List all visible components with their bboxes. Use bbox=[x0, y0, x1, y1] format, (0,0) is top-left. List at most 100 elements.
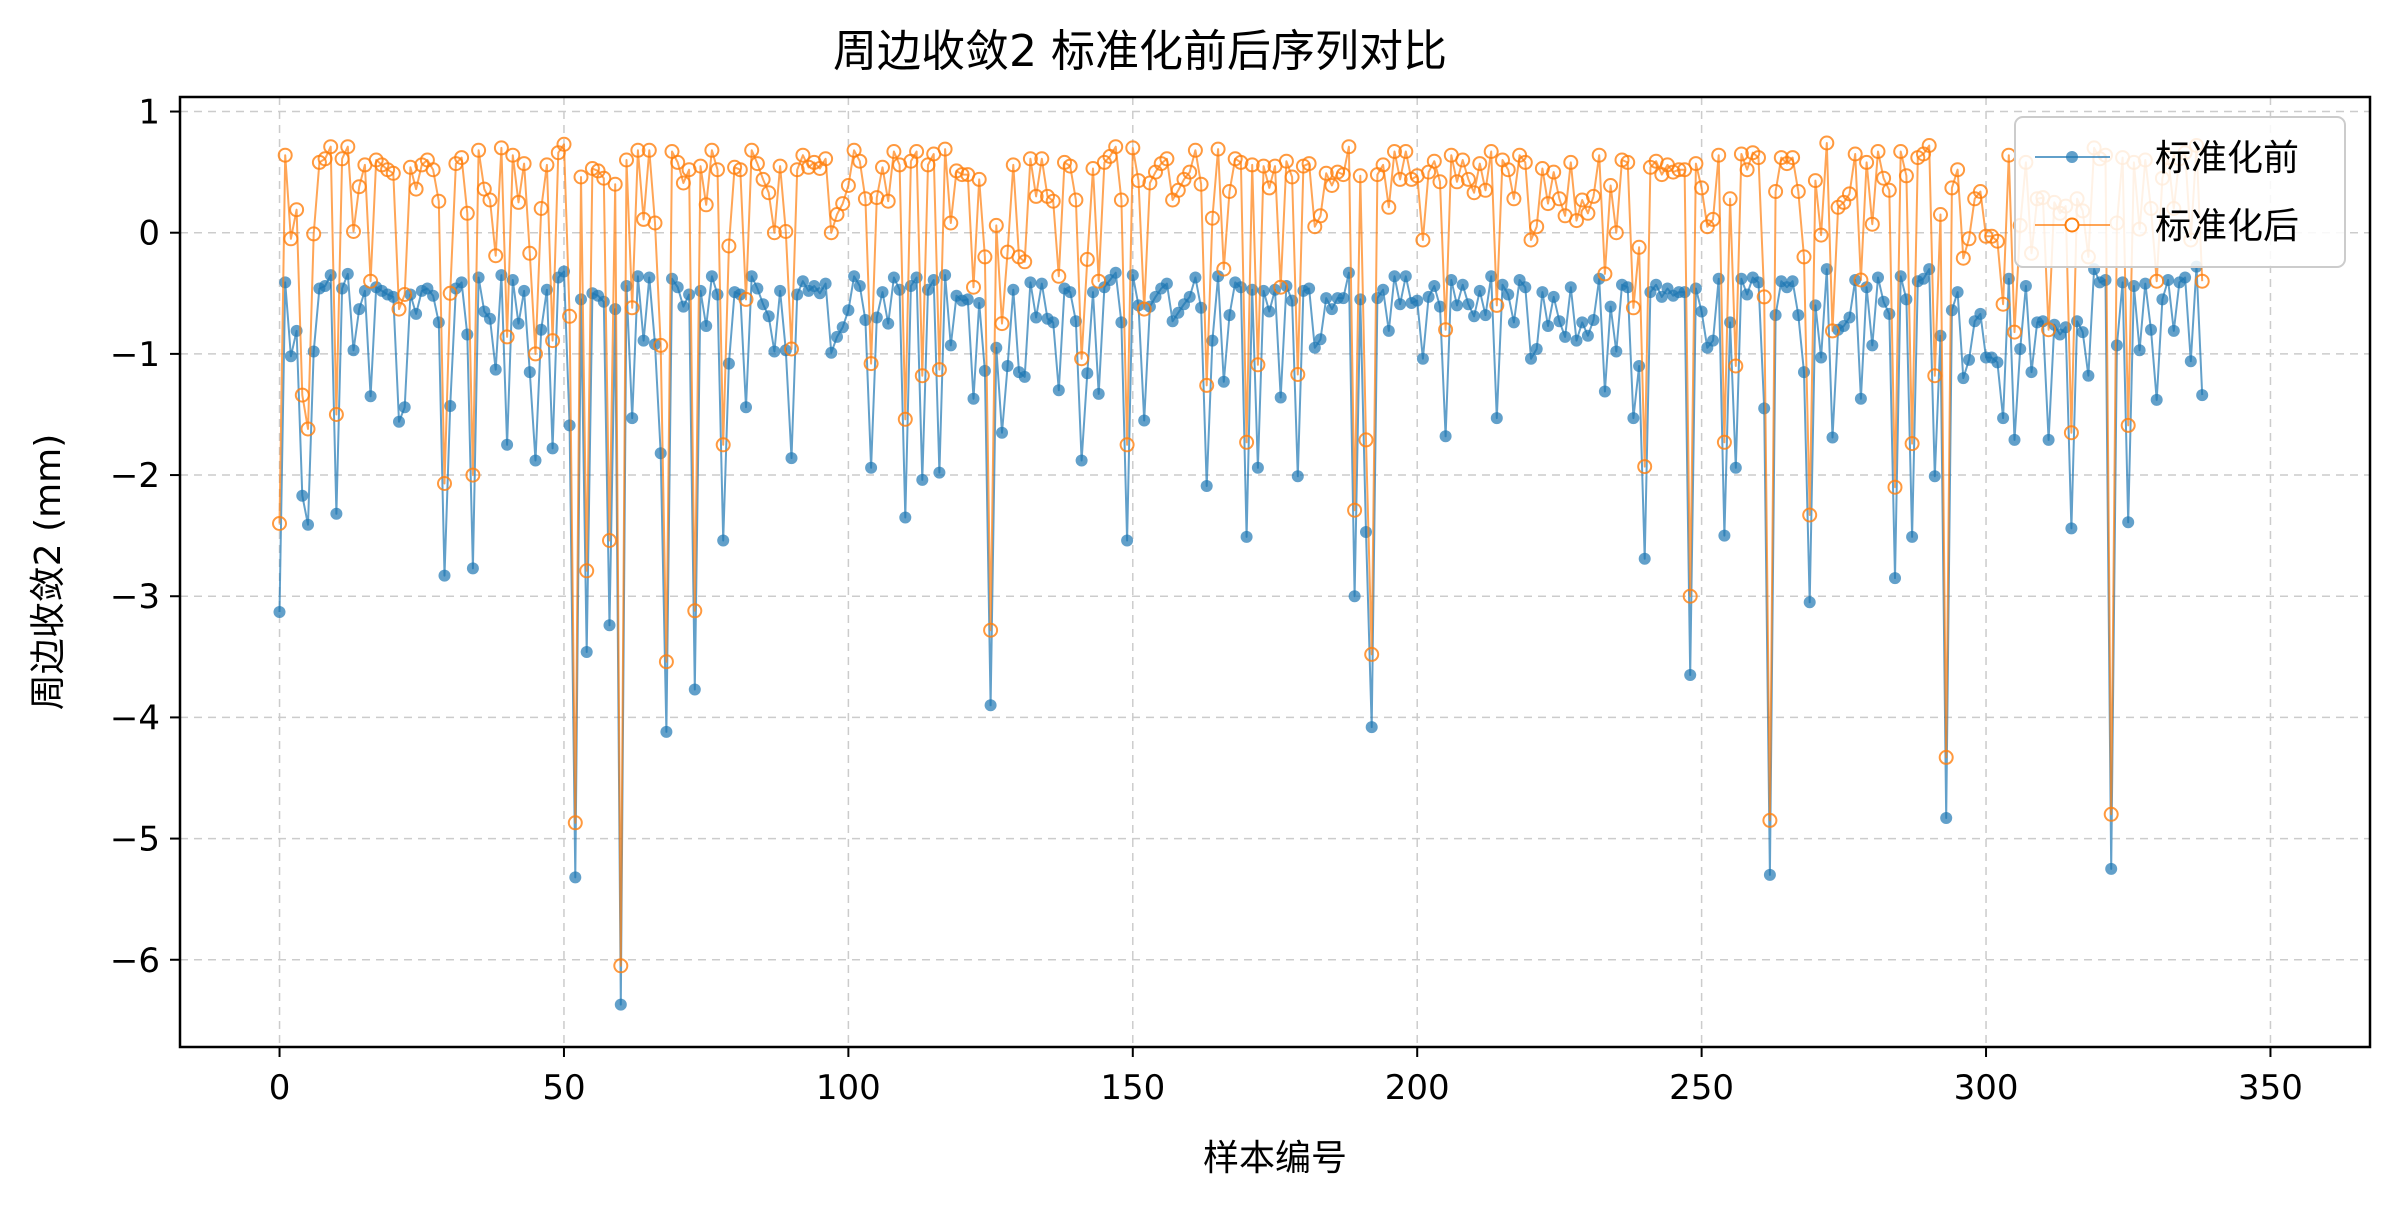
data-point-before bbox=[2110, 339, 2123, 352]
data-point-after bbox=[1460, 171, 1476, 187]
data-point-before bbox=[427, 289, 440, 302]
data-point-after bbox=[289, 202, 305, 218]
data-point-after bbox=[1079, 251, 1095, 267]
data-point-after bbox=[1187, 142, 1203, 158]
data-point-before bbox=[1485, 270, 1498, 283]
data-point-after bbox=[2194, 273, 2210, 289]
data-point-after bbox=[539, 157, 555, 173]
data-point-before bbox=[1951, 286, 1964, 299]
data-point-before bbox=[660, 725, 673, 738]
data-point-before bbox=[899, 511, 912, 524]
data-point-before bbox=[1758, 402, 1771, 415]
data-point-before bbox=[2184, 355, 2197, 368]
legend-item-before: 标准化前 bbox=[2035, 138, 2299, 179]
data-point-before bbox=[1348, 590, 1361, 603]
data-point-before bbox=[1360, 526, 1372, 538]
y-tick-label: 1 bbox=[138, 93, 160, 133]
data-point-after bbox=[784, 341, 799, 357]
data-point-before bbox=[1411, 294, 1424, 307]
data-point-after bbox=[1847, 146, 1863, 162]
data-point-after bbox=[761, 185, 777, 201]
data-point-before bbox=[1081, 367, 1094, 380]
data-point-after bbox=[1392, 171, 1408, 187]
data-point-before bbox=[1189, 271, 1202, 284]
data-point-before bbox=[1860, 281, 1873, 294]
data-point-after bbox=[300, 421, 316, 437]
data-point-after bbox=[1876, 170, 1892, 186]
data-point-before bbox=[734, 288, 747, 301]
x-tick-label: 0 bbox=[269, 1068, 291, 1108]
data-point-before bbox=[279, 276, 292, 289]
data-point-before bbox=[745, 270, 758, 283]
y-tick-label: −6 bbox=[110, 941, 160, 981]
data-point-after bbox=[619, 152, 634, 168]
data-point-before bbox=[711, 288, 724, 301]
data-point-before bbox=[1035, 277, 1048, 290]
data-point-after bbox=[1864, 216, 1880, 232]
data-point-after bbox=[294, 387, 310, 403]
data-point-before bbox=[1263, 305, 1276, 318]
data-point-before bbox=[666, 272, 678, 285]
data-point-before bbox=[768, 345, 781, 358]
data-point-after bbox=[1529, 219, 1545, 235]
data-point-after bbox=[397, 287, 413, 302]
data-point-before bbox=[757, 298, 770, 311]
data-point-before bbox=[996, 426, 1008, 439]
data-point-before bbox=[631, 270, 644, 283]
data-point-after bbox=[488, 248, 504, 264]
data-point-after bbox=[1483, 144, 1499, 159]
series-points-after bbox=[272, 135, 2210, 974]
data-point-after bbox=[1881, 182, 1897, 198]
x-tick-label: 50 bbox=[542, 1068, 585, 1108]
data-point-before bbox=[842, 304, 855, 317]
data-point-before bbox=[1894, 270, 1907, 283]
data-point-before bbox=[2099, 274, 2112, 286]
data-point-after bbox=[857, 191, 873, 207]
data-point-before bbox=[432, 316, 445, 329]
data-point-after bbox=[647, 215, 663, 231]
data-point-after bbox=[1551, 191, 1567, 207]
data-point-before bbox=[580, 646, 593, 658]
data-point-before bbox=[1462, 298, 1475, 311]
data-point-after bbox=[1352, 168, 1368, 184]
data-point-before bbox=[1160, 277, 1173, 290]
data-point-before bbox=[2105, 862, 2118, 875]
data-point-before bbox=[296, 489, 309, 502]
data-point-after bbox=[1005, 157, 1021, 173]
legend-frame bbox=[2014, 116, 2346, 268]
x-tick-label: 200 bbox=[1385, 1068, 1450, 1108]
data-point-after bbox=[732, 162, 748, 178]
data-point-before bbox=[1382, 324, 1395, 337]
data-point-after bbox=[1870, 144, 1886, 159]
data-point-after bbox=[573, 169, 589, 185]
data-point-before bbox=[1997, 412, 2010, 425]
data-point-after bbox=[1136, 301, 1152, 317]
data-point-after bbox=[1313, 208, 1328, 224]
data-point-after bbox=[1898, 168, 1914, 184]
data-point-after bbox=[522, 245, 538, 261]
data-point-after bbox=[886, 144, 902, 159]
data-point-after bbox=[772, 158, 788, 174]
series-points-before bbox=[273, 260, 2209, 1011]
y-axis-label: 周边收敛2 (mm) bbox=[28, 434, 69, 711]
data-point-after bbox=[1711, 147, 1727, 163]
data-point-before bbox=[2139, 277, 2152, 290]
data-point-before bbox=[683, 288, 696, 301]
data-point-before bbox=[1883, 307, 1896, 320]
data-point-before bbox=[1707, 334, 1719, 347]
data-point-before bbox=[1166, 315, 1179, 328]
data-point-before bbox=[529, 454, 542, 467]
data-point-before bbox=[2082, 369, 2095, 382]
data-point-before bbox=[1291, 470, 1304, 483]
data-point-after bbox=[1449, 174, 1465, 190]
data-point-after bbox=[1278, 153, 1294, 169]
plot-area-frame bbox=[178, 95, 2372, 1049]
data-point-after bbox=[562, 308, 578, 324]
data-point-before bbox=[1092, 387, 1105, 400]
data-point-after bbox=[613, 958, 629, 974]
data-point-after bbox=[687, 603, 703, 619]
data-point-before bbox=[546, 442, 559, 455]
data-point-after bbox=[1620, 154, 1636, 170]
data-point-before bbox=[518, 284, 531, 297]
